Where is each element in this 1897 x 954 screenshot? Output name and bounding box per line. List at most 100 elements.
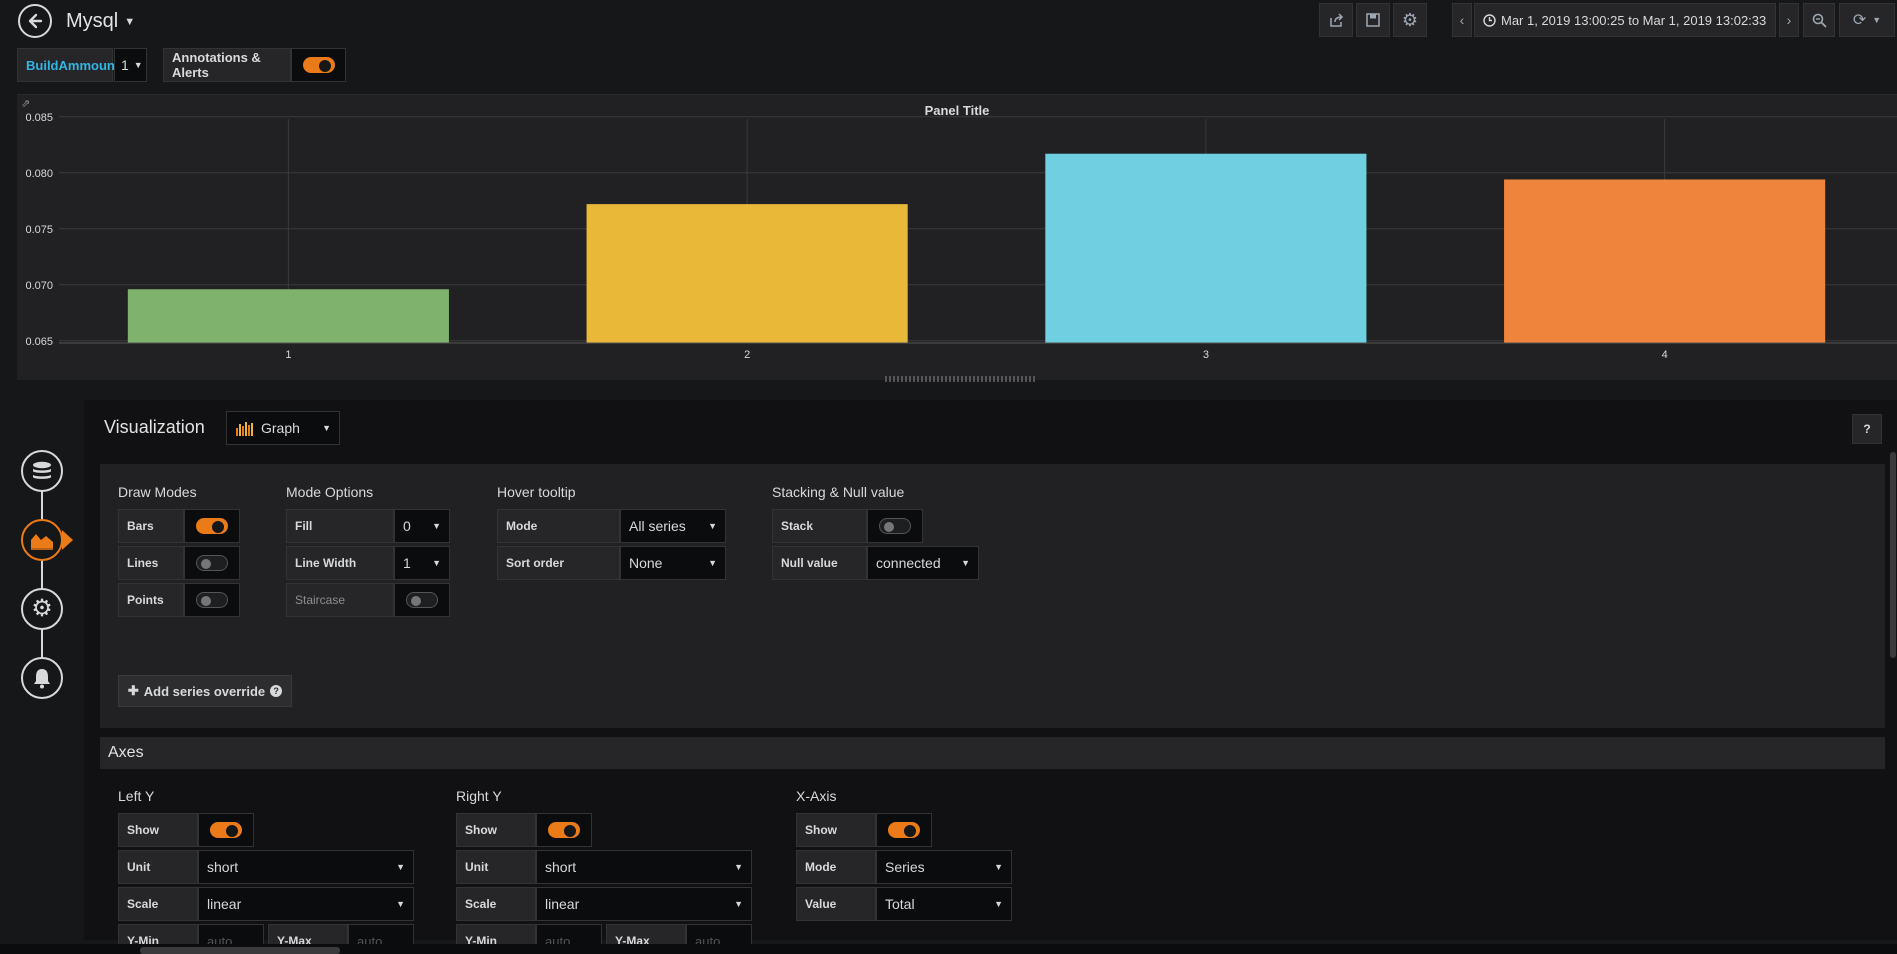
add-series-override-text: Add series override <box>143 683 266 699</box>
zoom-out-button[interactable] <box>1803 3 1835 37</box>
chevron-down-icon: ▼ <box>432 558 441 568</box>
x-tick-label: 3 <box>1203 349 1209 361</box>
y-tick-label: 0.075 <box>25 224 53 236</box>
left-y-scale-select[interactable]: linear ▼ <box>198 887 414 921</box>
x-axis-value-select[interactable]: Total ▼ <box>876 887 1012 921</box>
left-y-scale-value: linear <box>207 896 242 912</box>
panel-resize-handle[interactable] <box>885 376 1035 382</box>
right-y-unit-select[interactable]: short ▼ <box>536 850 752 884</box>
staircase-toggle[interactable] <box>394 583 450 617</box>
axes-section-header[interactable]: Axes <box>100 737 1885 769</box>
x-axis-mode-select[interactable]: Series ▼ <box>876 850 1012 884</box>
share-button[interactable] <box>1319 3 1353 37</box>
graph-panel: ⇗ Panel Title 0.065 0.070 0.075 0.080 0.085 1… <box>17 94 1897 380</box>
annotations-toggle[interactable] <box>291 48 346 82</box>
right-y-show-label: Show <box>456 813 536 847</box>
null-value-select[interactable]: connected ▼ <box>867 546 979 580</box>
bell-icon <box>34 669 50 689</box>
visualization-value: Graph <box>261 420 300 436</box>
x-tick-label: 4 <box>1662 349 1668 361</box>
left-y-unit-select[interactable]: short ▼ <box>198 850 414 884</box>
x-axis-title: X-Axis <box>796 788 837 804</box>
annotations-label: Annotations & Alerts <box>163 48 291 82</box>
add-series-override-button[interactable]: ✚ Add series override ? <box>118 675 292 707</box>
left-y-show-toggle[interactable] <box>198 813 254 847</box>
bar-2[interactable] <box>586 204 908 343</box>
line-width-label: Line Width <box>286 546 394 580</box>
axes-title: Axes <box>108 744 144 761</box>
build-ammount-value: 1 <box>121 57 129 73</box>
null-value-value: connected <box>876 555 941 571</box>
x-axis-mode-value: Series <box>885 859 925 875</box>
y-tick-label: 0.085 <box>25 112 53 124</box>
plus-icon: ✚ <box>127 683 139 698</box>
question-circle-icon[interactable]: ? <box>270 685 283 697</box>
draw-modes-title: Draw Modes <box>118 484 197 500</box>
horizontal-scrollbar[interactable] <box>140 947 340 954</box>
bars-toggle[interactable] <box>184 509 240 543</box>
lines-label: Lines <box>118 546 184 580</box>
left-y-unit-value: short <box>207 859 239 875</box>
time-picker[interactable]: Mar 1, 2019 13:00:25 to Mar 1, 2019 13:0… <box>1474 3 1776 37</box>
editor-scrollbar[interactable] <box>1890 452 1896 658</box>
toggle-switch <box>210 822 242 838</box>
zoom-out-icon <box>1812 13 1827 28</box>
right-y-scale-label: Scale <box>456 887 536 921</box>
toggle-switch <box>879 518 911 534</box>
visualization-heading: Visualization <box>104 417 205 437</box>
save-button[interactable] <box>1356 3 1390 37</box>
bar-4[interactable] <box>1504 179 1826 343</box>
bars-label: Bars <box>118 509 184 543</box>
x-axis-value-label: Value <box>796 887 876 921</box>
right-y-title: Right Y <box>456 788 502 804</box>
mode-options-title: Mode Options <box>286 484 374 500</box>
back-button[interactable] <box>18 4 52 38</box>
queries-tab[interactable] <box>21 450 63 492</box>
bar-1[interactable] <box>127 289 449 343</box>
chevron-down-icon: ▼ <box>432 521 441 531</box>
refresh-button[interactable]: ⟳ ▼ <box>1839 3 1895 37</box>
points-label: Points <box>118 583 184 617</box>
dashboard-title-text: Mysql <box>66 10 119 32</box>
share-icon <box>1329 13 1343 27</box>
time-forward-button[interactable]: › <box>1779 3 1799 37</box>
fill-label: Fill <box>286 509 394 543</box>
hover-tooltip-title: Hover tooltip <box>497 484 576 500</box>
left-y-title: Left Y <box>118 788 155 804</box>
chevron-down-icon: ▼ <box>708 558 717 568</box>
tooltip-mode-value: All series <box>629 518 686 534</box>
bar-3[interactable] <box>1045 153 1367 343</box>
time-range-text: Mar 1, 2019 13:00:25 to Mar 1, 2019 13:0… <box>1501 12 1767 28</box>
arrow-left-icon <box>28 13 43 29</box>
lines-toggle[interactable] <box>184 546 240 580</box>
points-toggle[interactable] <box>184 583 240 617</box>
x-axis-show-toggle[interactable] <box>876 813 932 847</box>
build-ammount-select[interactable]: 1 ▼ <box>114 48 147 82</box>
chevron-down-icon: ▼ <box>734 899 743 909</box>
help-button[interactable]: ? <box>1852 414 1882 444</box>
settings-button[interactable]: ⚙ <box>1393 3 1427 37</box>
right-y-show-toggle[interactable] <box>536 813 592 847</box>
chevron-down-icon: ▼ <box>322 423 331 433</box>
right-y-scale-select[interactable]: linear ▼ <box>536 887 752 921</box>
tooltip-mode-select[interactable]: All series ▼ <box>620 509 726 543</box>
visualization-picker[interactable]: Graph ▼ <box>226 411 340 445</box>
graph-icon <box>236 422 253 436</box>
external-link-icon[interactable]: ⇗ <box>21 98 31 110</box>
time-back-button[interactable]: ‹ <box>1452 3 1472 37</box>
fill-select[interactable]: 0 ▼ <box>394 509 450 543</box>
x-axis-mode-label: Mode <box>796 850 876 884</box>
general-tab[interactable]: ⚙ <box>21 588 63 630</box>
line-width-select[interactable]: 1 ▼ <box>394 546 450 580</box>
visualization-tab[interactable] <box>21 519 63 561</box>
chevron-down-icon: ▼ <box>994 862 1003 872</box>
area-chart-icon <box>31 534 53 550</box>
sort-order-select[interactable]: None ▼ <box>620 546 726 580</box>
build-ammount-label: BuildAmmount <box>17 48 119 82</box>
chevron-right-icon: › <box>1786 12 1792 28</box>
dashboard-title[interactable]: Mysql ▼ <box>66 10 135 33</box>
stack-toggle[interactable] <box>867 509 923 543</box>
panel-title[interactable]: Panel Title <box>924 103 990 118</box>
alert-tab[interactable] <box>21 657 63 699</box>
chevron-down-icon: ▼ <box>1872 15 1882 25</box>
